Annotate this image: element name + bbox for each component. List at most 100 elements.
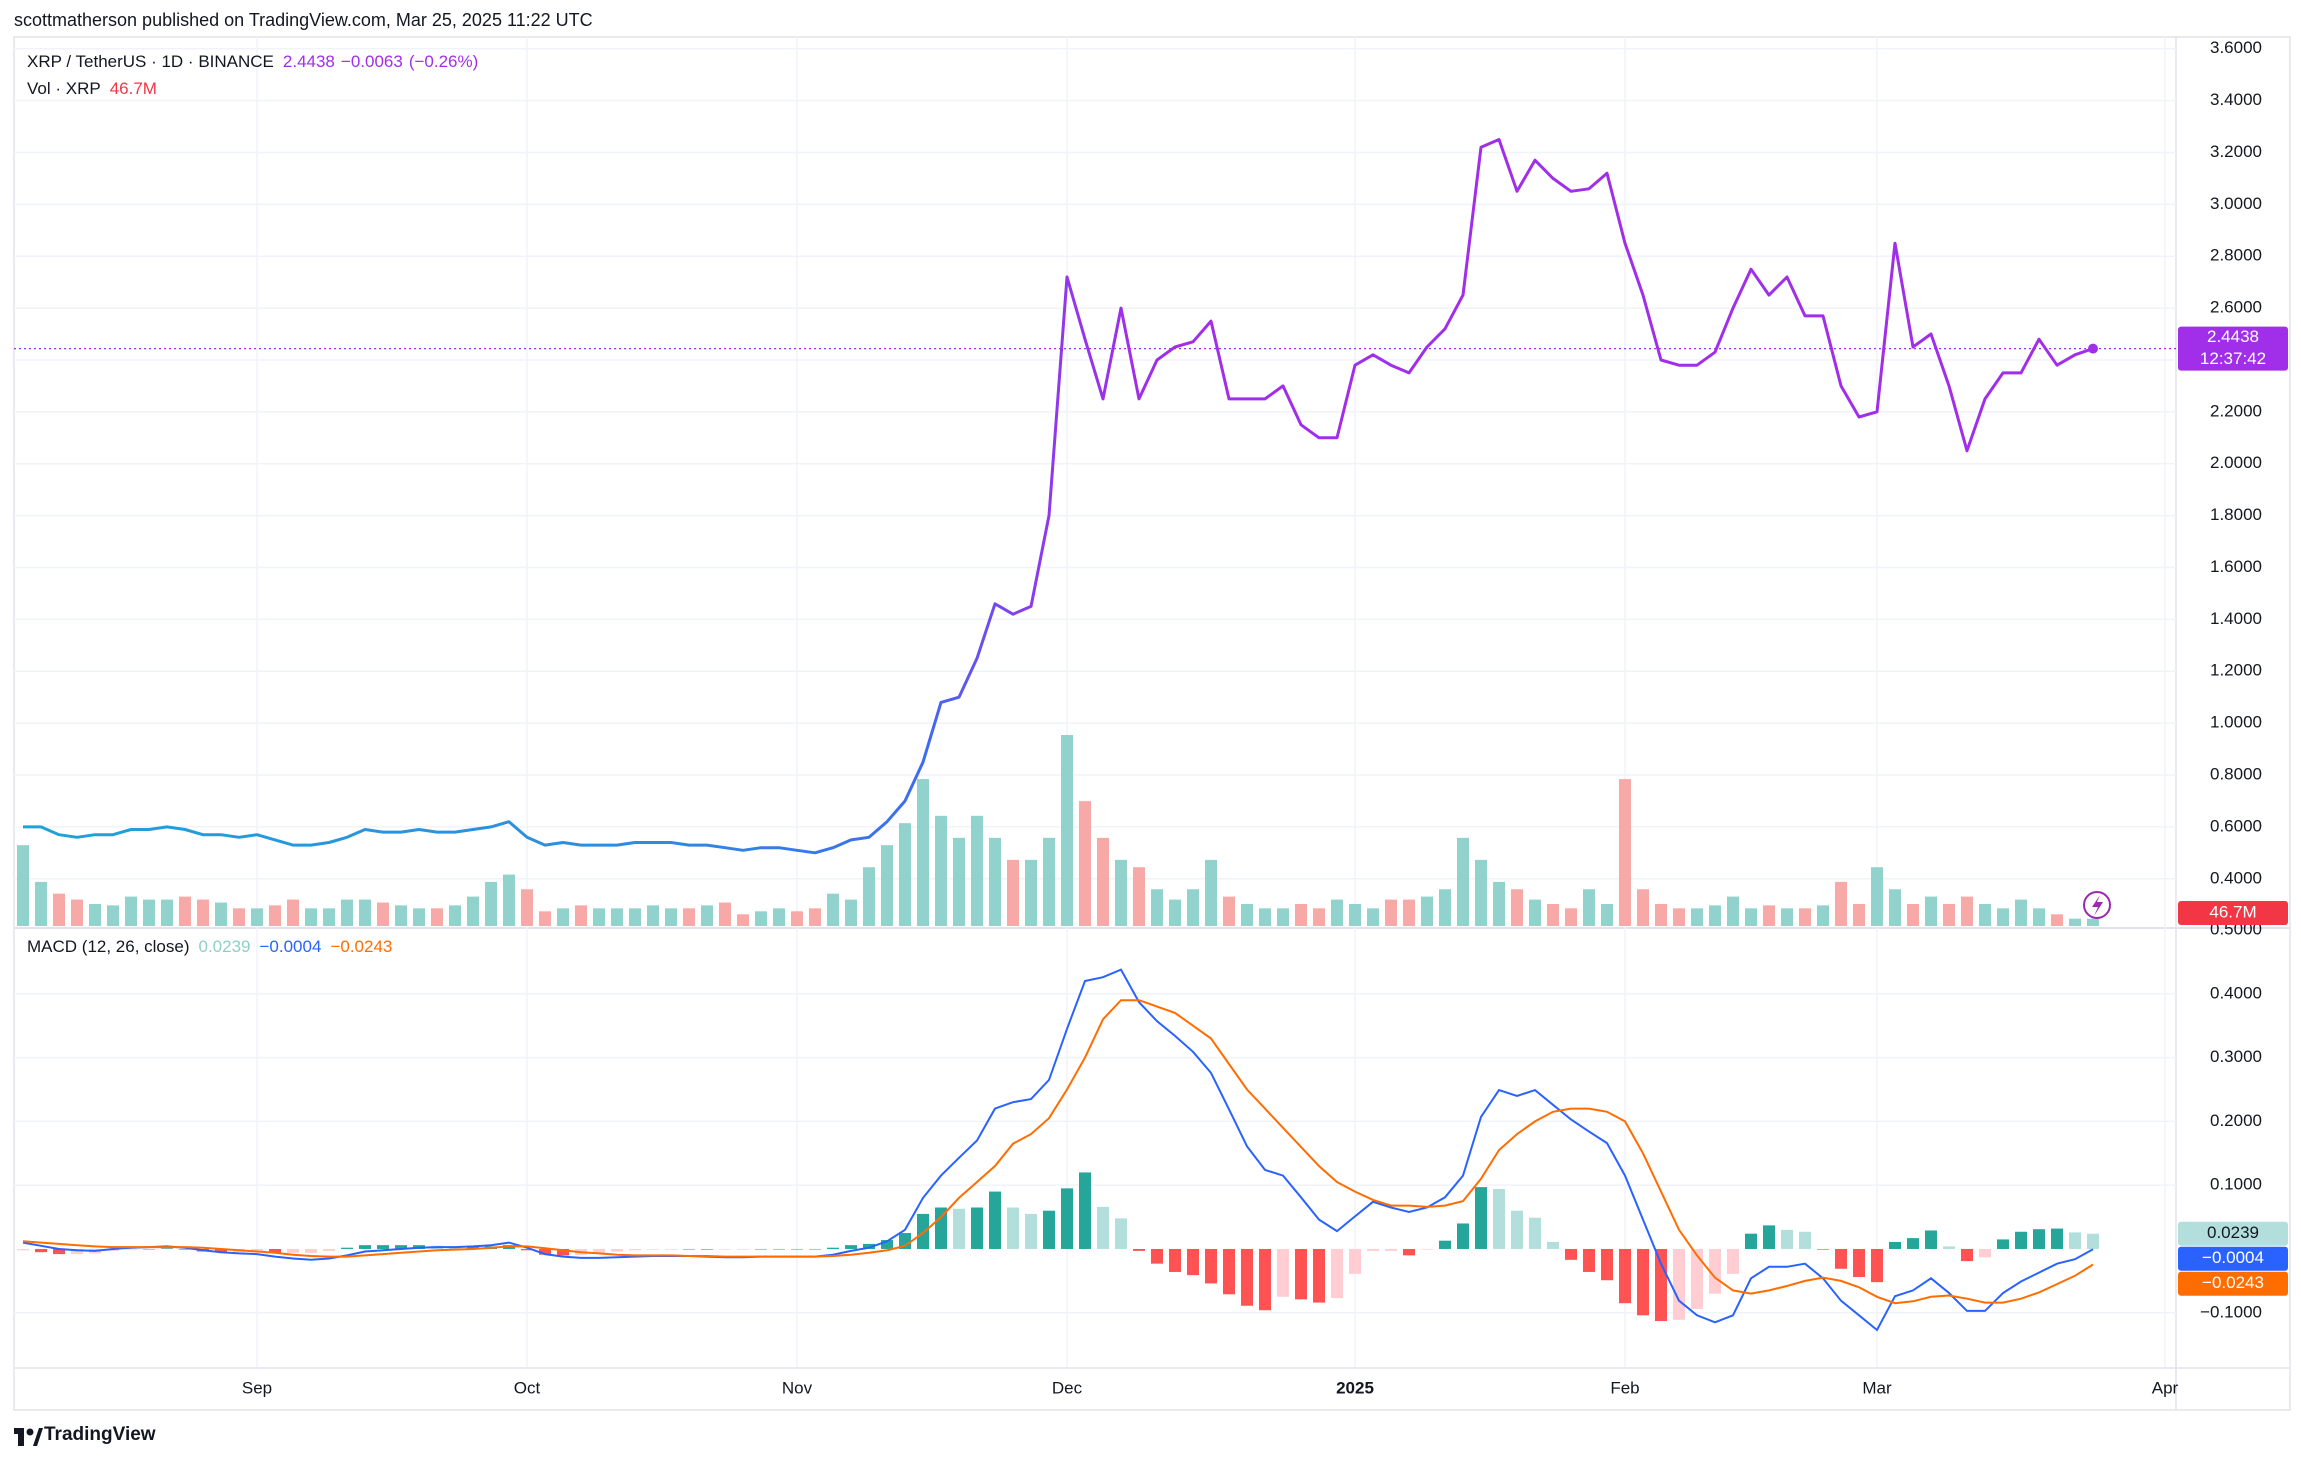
volume-title: Vol · XRP bbox=[27, 79, 101, 98]
y-tick-label: −0.1000 bbox=[2200, 1302, 2262, 1321]
histogram-bar bbox=[467, 1246, 479, 1249]
x-tick-label: Feb bbox=[1610, 1378, 1639, 1397]
volume-bar bbox=[1943, 903, 1955, 926]
volume-bar bbox=[1907, 903, 1919, 926]
histogram-bar bbox=[53, 1248, 65, 1255]
y-tick-label: 2.8000 bbox=[2210, 246, 2262, 265]
histogram-bar bbox=[2087, 1233, 2099, 1249]
replay-bolt[interactable] bbox=[2092, 895, 2103, 916]
y-tick-label: 2.0000 bbox=[2210, 453, 2262, 472]
price-line bbox=[23, 138, 2094, 855]
volume-bar bbox=[503, 874, 515, 926]
histogram-bar bbox=[1169, 1248, 1181, 1272]
volume-bar bbox=[989, 837, 1001, 926]
y-tick-label: 2.2000 bbox=[2210, 401, 2262, 420]
x-tick-label: Oct bbox=[514, 1378, 541, 1397]
volume-bar bbox=[413, 908, 425, 926]
volume-bar bbox=[971, 815, 983, 926]
volume-bar bbox=[1133, 867, 1145, 926]
volume-bar bbox=[1673, 908, 1685, 926]
histogram-bar bbox=[1835, 1248, 1847, 1269]
price-change-pct: (−0.26%) bbox=[408, 52, 479, 71]
histogram-bar bbox=[1151, 1248, 1163, 1264]
volume-bar bbox=[125, 896, 137, 926]
histogram-bar bbox=[251, 1248, 263, 1252]
volume-bar bbox=[701, 905, 713, 926]
volume-bar bbox=[2051, 914, 2063, 926]
y-tick-label: 3.2000 bbox=[2210, 142, 2262, 161]
histogram-bar bbox=[827, 1247, 839, 1249]
logo-part bbox=[18, 1428, 24, 1446]
histogram-bar bbox=[1475, 1187, 1487, 1249]
histogram-bar bbox=[1979, 1248, 1991, 1258]
histogram-bar bbox=[1187, 1248, 1199, 1276]
histogram-bar bbox=[2015, 1231, 2027, 1249]
histogram-bar bbox=[701, 1248, 713, 1250]
volume-bar bbox=[593, 908, 605, 926]
x-tick-label: Dec bbox=[1052, 1378, 1083, 1397]
histogram-bar bbox=[71, 1248, 83, 1255]
histogram-bar bbox=[143, 1248, 155, 1250]
volume-bar bbox=[1547, 903, 1559, 926]
volume-bar bbox=[1529, 899, 1541, 926]
histogram-bar bbox=[791, 1248, 803, 1250]
logo-part bbox=[26, 1428, 34, 1436]
replay-icon[interactable] bbox=[2083, 891, 2111, 919]
histogram-bar bbox=[1691, 1248, 1703, 1309]
volume-bar bbox=[1187, 889, 1199, 926]
y-tick-label: 0.6000 bbox=[2210, 816, 2262, 835]
histogram-bar bbox=[1349, 1248, 1361, 1274]
histogram-bar bbox=[1115, 1218, 1127, 1249]
volume-bar bbox=[1511, 889, 1523, 926]
footer-brand: TradingView bbox=[44, 1424, 156, 1445]
histogram-bar bbox=[611, 1248, 623, 1252]
volume-bar bbox=[557, 908, 569, 926]
tv-logo bbox=[14, 1428, 43, 1446]
signal-last: −0.0243 bbox=[330, 937, 393, 956]
axis-tag-label: 12:37:42 bbox=[2200, 349, 2266, 368]
histogram-bar bbox=[1493, 1189, 1505, 1249]
volume-bar bbox=[1151, 889, 1163, 926]
axis-tag-label: 2.4438 bbox=[2207, 327, 2259, 346]
volume-bar bbox=[1763, 905, 1775, 926]
volume-bar bbox=[539, 911, 551, 926]
volume-bar bbox=[1061, 735, 1073, 926]
x-tick-label: Apr bbox=[2152, 1378, 2179, 1397]
y-tick-label: 0.4000 bbox=[2210, 983, 2262, 1002]
volume-bar bbox=[323, 908, 335, 926]
price-legend: XRP / TetherUS · 1D · BINANCE 2.4438 −0.00… bbox=[27, 52, 487, 72]
histogram-bar bbox=[1259, 1248, 1271, 1311]
y-tick-label: 0.3000 bbox=[2210, 1047, 2262, 1066]
histogram-bar bbox=[899, 1233, 911, 1249]
volume-bar bbox=[1727, 896, 1739, 926]
axis-tag bbox=[2178, 326, 2288, 371]
histogram-bar bbox=[1079, 1172, 1091, 1249]
volume-bar bbox=[179, 896, 191, 926]
histogram-bar bbox=[269, 1248, 281, 1253]
histogram-bar bbox=[917, 1213, 929, 1249]
volume-bar bbox=[233, 908, 245, 926]
histogram-bar bbox=[1871, 1248, 1883, 1283]
volume-bar bbox=[1925, 896, 1937, 926]
volume-bar bbox=[485, 881, 497, 926]
grid: Sep Oct Nov Dec 2025 Feb Mar Apr 0.4000 0.6000 0.8… bbox=[14, 37, 2262, 1397]
volume-bar bbox=[1619, 779, 1631, 926]
histogram-bar bbox=[863, 1243, 875, 1249]
histogram-bar bbox=[17, 1248, 29, 1251]
axis-tag bbox=[2178, 1271, 2288, 1296]
histogram-bar bbox=[1547, 1241, 1559, 1249]
y-tick-label: 1.8000 bbox=[2210, 505, 2262, 524]
volume-bar bbox=[1295, 903, 1307, 926]
macd-line bbox=[22, 968, 2094, 1332]
volume-bar bbox=[1205, 859, 1217, 926]
histogram-bar bbox=[287, 1248, 299, 1253]
volume-bar bbox=[1493, 881, 1505, 926]
volume-bar bbox=[1025, 859, 1037, 926]
volume-bar bbox=[737, 914, 749, 926]
volume-bar bbox=[2087, 918, 2099, 926]
marks bbox=[17, 138, 2099, 1332]
volume-bar bbox=[2015, 899, 2027, 926]
histogram-bar bbox=[1601, 1248, 1613, 1281]
